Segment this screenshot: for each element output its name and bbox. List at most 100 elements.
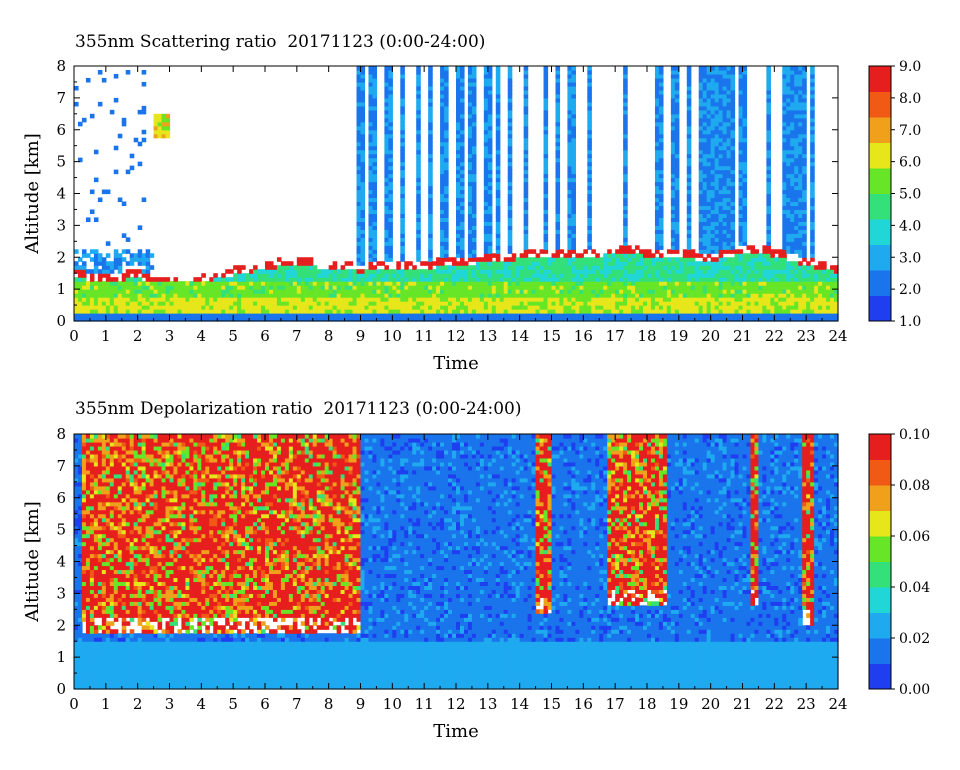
heatmap-cell: [503, 273, 509, 278]
heatmap-cell: [718, 109, 724, 115]
heatmap-cell: [567, 289, 572, 294]
heatmap-cell: [567, 121, 572, 127]
heatmap-cell: [483, 97, 489, 103]
heatmap-cell: [547, 277, 553, 282]
heatmap-cell: [101, 297, 107, 302]
heatmap-cell: [674, 145, 680, 151]
heatmap-cell: [567, 225, 572, 230]
heatmap-cell: [654, 145, 660, 151]
heatmap-cell: [487, 233, 493, 238]
heatmap-cell: [722, 265, 728, 270]
heatmap-cell: [304, 301, 310, 306]
heatmap-cell: [81, 281, 87, 286]
heatmap-cell: [368, 117, 374, 123]
heatmap-cell: [356, 289, 362, 294]
heatmap-cell: [627, 253, 632, 258]
heatmap-cell: [193, 305, 198, 310]
heatmap-cell: [782, 225, 787, 230]
heatmap-cell: [491, 269, 497, 274]
heatmap-cell: [384, 117, 389, 123]
heatmap-cell: [670, 157, 676, 163]
heatmap-cell: [424, 313, 429, 318]
heatmap-cell: [718, 197, 724, 203]
heatmap-cell: [786, 289, 791, 294]
heatmap-cell: [786, 157, 791, 163]
heatmap-cell: [113, 285, 119, 290]
heatmap-cell: [627, 289, 632, 294]
heatmap-cell: [627, 305, 632, 310]
heatmap-cell: [463, 309, 469, 314]
heatmap-cell: [177, 313, 183, 318]
heatmap-cell: [491, 309, 497, 314]
heatmap-cell: [635, 309, 640, 314]
heatmap-cell: [197, 301, 202, 306]
heatmap-cell: [718, 289, 724, 294]
heatmap-cell: [563, 253, 569, 258]
heatmap-cell: [567, 89, 572, 95]
heatmap-cell: [547, 273, 553, 278]
heatmap-cell: [456, 281, 461, 286]
heatmap-cell: [356, 157, 362, 163]
heatmap-cell: [790, 273, 795, 278]
heatmap-cell: [233, 301, 238, 306]
heatmap-cell: [527, 285, 533, 290]
heatmap-cell: [177, 293, 183, 298]
heatmap-cell: [714, 177, 720, 183]
heatmap-cell: [328, 297, 334, 302]
heatmap-cell: [77, 121, 83, 127]
heatmap-cell: [324, 289, 330, 294]
heatmap-cell: [483, 66, 489, 71]
heatmap-cell: [467, 73, 473, 79]
heatmap-cell: [400, 137, 405, 143]
heatmap-cell: [670, 205, 676, 211]
heatmap-cell: [531, 305, 537, 310]
heatmap-cell: [372, 85, 378, 91]
heatmap-cell: [782, 101, 787, 107]
heatmap-cell: [368, 73, 374, 79]
heatmap-cell: [261, 305, 266, 310]
heatmap-cell: [360, 157, 366, 163]
heatmap-cell: [173, 313, 179, 318]
heatmap-cell: [356, 185, 362, 191]
heatmap-cell: [312, 301, 318, 306]
heatmap-cell: [265, 293, 270, 298]
heatmap-cell: [193, 285, 198, 290]
heatmap-cell: [523, 221, 529, 226]
heatmap-cell: [555, 141, 561, 147]
heatmap-cell: [408, 281, 413, 286]
heatmap-cell: [444, 201, 449, 207]
heatmap-cell: [284, 301, 290, 306]
heatmap-cell: [121, 309, 127, 314]
heatmap-cell: [686, 305, 692, 310]
heatmap-cell: [706, 241, 712, 246]
heatmap-cell: [467, 241, 473, 246]
heatmap-cell: [85, 217, 91, 222]
heatmap-cell: [543, 177, 549, 183]
heatmap-cell: [400, 165, 405, 171]
heatmap-cell: [722, 125, 728, 131]
heatmap-cell: [459, 277, 465, 282]
heatmap-cell: [738, 157, 744, 163]
heatmap-cell: [730, 249, 736, 254]
heatmap-cell: [109, 305, 115, 310]
heatmap-cell: [428, 305, 433, 310]
heatmap-cell: [471, 281, 477, 286]
heatmap-cell: [790, 121, 795, 127]
heatmap-cell: [571, 289, 576, 294]
heatmap-cell: [583, 261, 588, 266]
heatmap-cell: [396, 289, 401, 294]
heatmap-cell: [746, 285, 752, 290]
heatmap-cell: [308, 301, 314, 306]
heatmap-cell: [587, 229, 592, 234]
heatmap-cell: [694, 285, 700, 290]
heatmap-cell: [157, 289, 163, 294]
heatmap-cell: [730, 293, 736, 298]
heatmap-cell: [599, 293, 604, 298]
heatmap-cell: [523, 241, 529, 246]
heatmap-cell: [459, 197, 465, 203]
heatmap-cell: [523, 313, 529, 318]
heatmap-cell: [487, 261, 493, 266]
heatmap-cell: [722, 165, 728, 171]
heatmap-cell: [380, 301, 385, 306]
heatmap-cell: [654, 73, 660, 79]
